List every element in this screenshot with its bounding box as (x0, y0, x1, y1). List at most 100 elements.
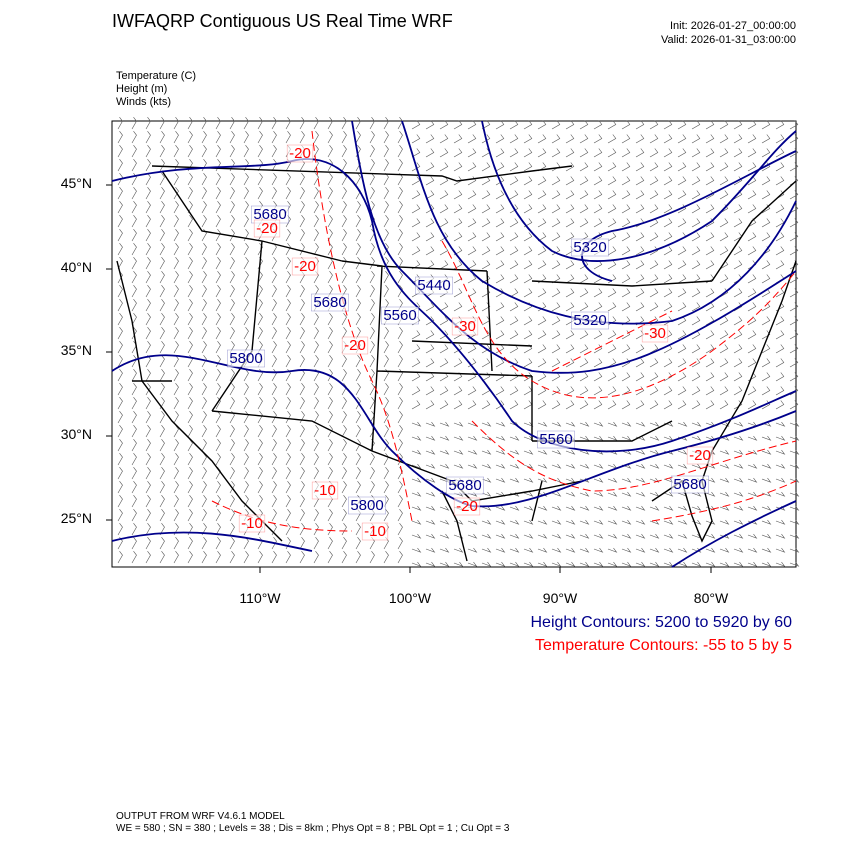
wind-barb (131, 229, 137, 242)
wind-barb (299, 327, 305, 340)
wind-barb (747, 491, 758, 497)
wind-barb (271, 467, 277, 480)
wind-barb (173, 439, 179, 452)
wind-barb (747, 344, 757, 354)
wind-barb (789, 435, 800, 441)
wind-barb (481, 176, 491, 186)
wind-barb (565, 288, 575, 298)
wind-barb (243, 145, 249, 158)
wind-barb (285, 327, 291, 340)
wind-barb (313, 383, 319, 396)
wind-barb (117, 173, 123, 186)
wind-barb (593, 491, 604, 497)
wind-barb (453, 120, 463, 130)
wind-barb (481, 491, 492, 497)
wind-barb (201, 243, 207, 256)
wind-barb (187, 173, 193, 186)
plot-title: IWFAQRP Contiguous US Real Time WRF (112, 11, 453, 31)
wind-barb (733, 316, 743, 326)
wind-barb (537, 288, 547, 298)
wind-barb (551, 148, 561, 158)
wind-barb (271, 509, 277, 522)
wind-barb (383, 229, 389, 242)
wind-barb (789, 561, 800, 567)
wind-barb (761, 561, 772, 567)
wind-barb (509, 316, 519, 326)
wind-barb (145, 159, 151, 172)
wind-barb (495, 358, 505, 368)
wind-barb (117, 397, 123, 410)
wind-barb (131, 369, 137, 382)
wind-barb (299, 481, 305, 494)
lat-tick-30n: 30°N (60, 426, 92, 442)
wind-barb (383, 285, 389, 298)
wind-barb (229, 243, 235, 256)
wind-barb (369, 201, 375, 214)
wind-barb (117, 299, 123, 312)
wind-barb (789, 148, 799, 158)
wind-barb (439, 218, 449, 228)
wind-barb (593, 533, 604, 539)
wind-barb (397, 537, 403, 550)
wind-barb (369, 313, 375, 326)
wind-barb (187, 509, 193, 522)
wind-barb (187, 299, 193, 312)
wind-barb (537, 519, 548, 525)
wind-barb (201, 495, 207, 508)
wind-barb (579, 162, 589, 172)
temperature-contour-label: -30 (644, 325, 666, 342)
wind-barb (635, 148, 645, 158)
wind-barb (551, 204, 561, 214)
wind-barb (761, 435, 772, 441)
wind-barb (271, 299, 277, 312)
wind-barb (285, 355, 291, 368)
wind-barb (761, 232, 771, 242)
wind-barb (565, 533, 576, 539)
wind-barb (257, 411, 263, 424)
wind-barb (747, 505, 758, 511)
wind-barb (649, 477, 660, 483)
wind-barb (565, 491, 576, 497)
wind-barb (691, 400, 701, 410)
wind-barb (229, 425, 235, 438)
wind-barb (691, 358, 701, 368)
wind-barb (719, 505, 730, 511)
wind-barb (719, 421, 730, 427)
wind-barb (635, 358, 645, 368)
wind-barb (201, 397, 207, 410)
wind-barb (495, 519, 506, 525)
wind-barb (747, 547, 758, 553)
wind-barb (537, 561, 548, 567)
height-contour-label: 5560 (383, 307, 416, 324)
wind-barb (747, 463, 758, 469)
wind-barb (341, 187, 347, 200)
wind-barb (719, 519, 730, 525)
wind-barb (453, 218, 463, 228)
wind-barb (173, 201, 179, 214)
wind-barb (649, 533, 660, 539)
wind-barb (299, 439, 305, 452)
wind-barb (397, 271, 403, 284)
wind-barb (201, 145, 207, 158)
wind-barb (159, 327, 165, 340)
wind-barb (551, 421, 562, 427)
wind-barb (243, 271, 249, 284)
wind-barb (621, 176, 631, 186)
temperature-contour-label: -10 (241, 515, 263, 532)
wind-barb (537, 449, 548, 455)
wind-barb (677, 316, 687, 326)
wind-barb (733, 449, 744, 455)
wind-barb (369, 131, 375, 144)
wind-barb (117, 145, 123, 158)
wind-barb (663, 400, 673, 410)
wind-barb (593, 372, 603, 382)
wind-barb (355, 243, 361, 256)
wind-barb (761, 533, 772, 539)
wind-barb (691, 316, 701, 326)
wind-barb (411, 561, 422, 567)
wind-barb (579, 274, 589, 284)
wind-barb (439, 358, 449, 368)
wind-barb (663, 120, 673, 130)
wind-barb (705, 246, 715, 256)
wind-barb (201, 537, 207, 550)
